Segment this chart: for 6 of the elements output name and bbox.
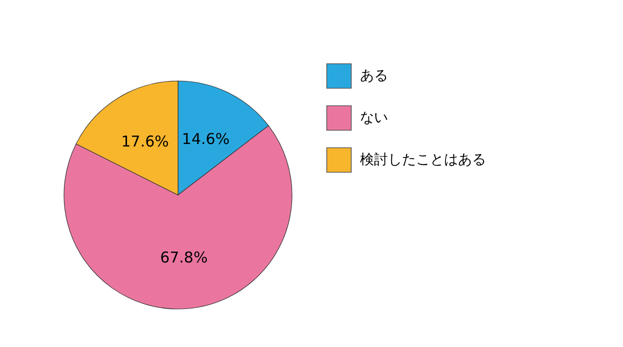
data-label: 67.8%	[160, 248, 208, 266]
legend-label: ある	[360, 68, 388, 84]
data-label: 14.6%	[182, 130, 230, 148]
legend-label: 検討したことはある	[360, 152, 486, 168]
legend-label: ない	[360, 110, 388, 126]
data-label: 17.6%	[121, 132, 169, 151]
